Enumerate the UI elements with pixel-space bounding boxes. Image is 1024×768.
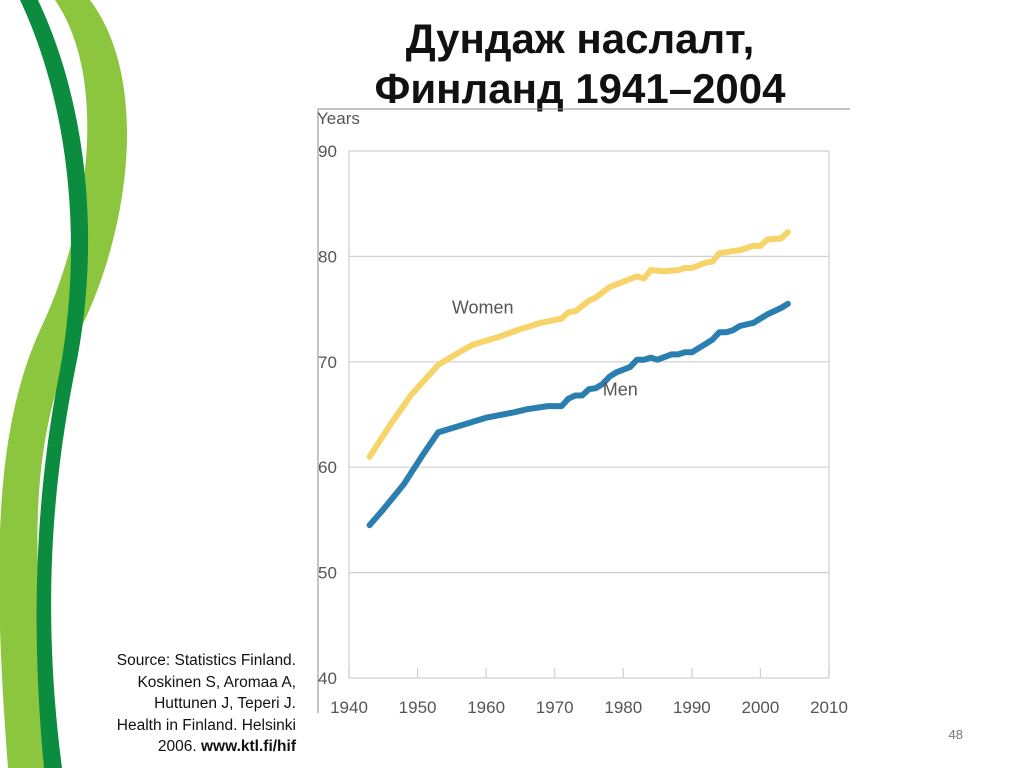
gridlines bbox=[348, 150, 830, 679]
source-line-5: 2006. www.ktl.fi/hif bbox=[82, 736, 296, 758]
x-tick-labels: 1940 1950 1960 1970 1980 1990 2000 2010 bbox=[330, 698, 848, 717]
series-label-women: Women bbox=[452, 297, 514, 317]
y-tick-label: 90 bbox=[318, 142, 337, 161]
y-tick-label: 50 bbox=[318, 564, 337, 583]
x-tick-label: 1970 bbox=[536, 698, 574, 717]
y-tick-labels: 40 50 60 70 80 90 bbox=[318, 142, 337, 688]
title-line-1: Дундаж наслалт, bbox=[405, 15, 755, 62]
light-green-ribbon bbox=[0, 0, 127, 768]
series-label-men: Men bbox=[603, 380, 638, 400]
y-tick-label: 70 bbox=[318, 353, 337, 372]
series-lines: Women Men bbox=[366, 229, 791, 529]
x-tick-label: 1980 bbox=[604, 698, 642, 717]
y-axis-label: Years bbox=[317, 109, 360, 128]
series-line-men bbox=[366, 300, 791, 529]
x-tick-label: 1990 bbox=[673, 698, 711, 717]
y-tick-label: 80 bbox=[318, 247, 337, 266]
dark-green-ribbon bbox=[20, 0, 89, 768]
slide-title: Дундаж наслалт, Финланд 1941–2004 bbox=[300, 14, 860, 114]
source-line-3: Huttunen J, Teperi J. bbox=[154, 695, 296, 712]
x-tick-label: 1950 bbox=[399, 698, 437, 717]
page-number: 48 bbox=[948, 727, 963, 742]
source-year: 2006. bbox=[157, 738, 197, 755]
x-tick-label: 2010 bbox=[810, 698, 848, 717]
y-tick-label: 40 bbox=[318, 669, 337, 688]
source-link[interactable]: www.ktl.fi/hif bbox=[200, 738, 296, 755]
source-line-2: Koskinen S, Aromaa A, bbox=[137, 673, 296, 691]
x-tick-label: 2000 bbox=[742, 698, 780, 717]
x-tick-label: 1960 bbox=[467, 698, 505, 717]
source-line-1: Source: Statistics Finland. bbox=[116, 652, 296, 669]
source-line-4: Health in Finland. Helsinki bbox=[116, 716, 296, 734]
title-line-2: Финланд 1941–2004 bbox=[374, 65, 786, 112]
series-line-women bbox=[366, 229, 791, 460]
y-tick-label: 60 bbox=[318, 458, 337, 477]
x-tick-label: 1940 bbox=[330, 698, 368, 717]
source-citation: Source: Statistics Finland. Koskinen S, … bbox=[82, 650, 296, 758]
